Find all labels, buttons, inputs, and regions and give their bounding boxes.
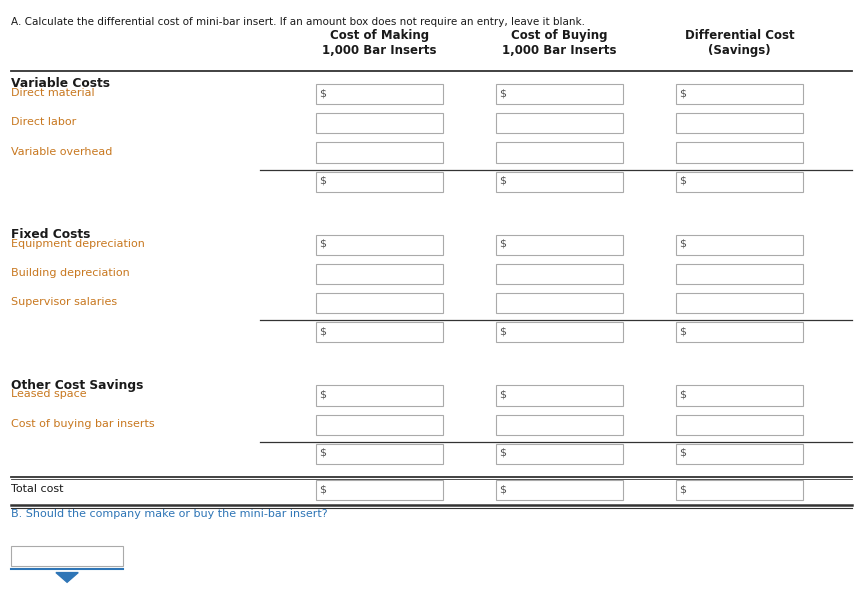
FancyBboxPatch shape <box>676 293 803 313</box>
Text: $: $ <box>679 176 686 186</box>
Text: Cost of Making: Cost of Making <box>330 29 429 42</box>
Text: A. Calculate the differential cost of mini-bar insert. If an amount box does not: A. Calculate the differential cost of mi… <box>11 17 585 27</box>
Text: $: $ <box>499 326 507 337</box>
FancyBboxPatch shape <box>676 322 803 342</box>
Text: Supervisor salaries: Supervisor salaries <box>11 297 117 307</box>
FancyBboxPatch shape <box>496 235 623 255</box>
FancyBboxPatch shape <box>676 235 803 255</box>
FancyBboxPatch shape <box>676 142 803 162</box>
FancyBboxPatch shape <box>316 172 443 192</box>
FancyBboxPatch shape <box>496 84 623 104</box>
FancyBboxPatch shape <box>316 235 443 255</box>
Text: Direct labor: Direct labor <box>11 117 77 128</box>
FancyBboxPatch shape <box>11 546 123 566</box>
FancyBboxPatch shape <box>496 414 623 435</box>
FancyBboxPatch shape <box>496 322 623 342</box>
Text: $: $ <box>319 176 326 186</box>
FancyBboxPatch shape <box>316 293 443 313</box>
Text: $: $ <box>679 88 686 98</box>
Text: $: $ <box>319 88 326 98</box>
Text: $: $ <box>319 239 326 249</box>
FancyBboxPatch shape <box>316 264 443 284</box>
Text: $: $ <box>499 239 507 249</box>
Text: Cost of buying bar inserts: Cost of buying bar inserts <box>11 419 155 428</box>
Text: $: $ <box>499 389 507 400</box>
Text: Fixed Costs: Fixed Costs <box>11 228 91 241</box>
Text: Variable overhead: Variable overhead <box>11 147 113 156</box>
Text: $: $ <box>499 176 507 186</box>
Text: Cost of Buying: Cost of Buying <box>511 29 608 42</box>
Text: $: $ <box>499 484 507 494</box>
FancyBboxPatch shape <box>316 480 443 500</box>
Text: $: $ <box>499 448 507 458</box>
Text: Equipment depreciation: Equipment depreciation <box>11 239 145 249</box>
FancyBboxPatch shape <box>676 480 803 500</box>
FancyBboxPatch shape <box>316 142 443 162</box>
FancyBboxPatch shape <box>676 386 803 406</box>
Text: 1,000 Bar Inserts: 1,000 Bar Inserts <box>502 45 616 58</box>
FancyBboxPatch shape <box>496 386 623 406</box>
Text: Direct material: Direct material <box>11 88 95 98</box>
FancyBboxPatch shape <box>496 444 623 464</box>
Text: $: $ <box>319 448 326 458</box>
FancyBboxPatch shape <box>316 84 443 104</box>
Text: Other Cost Savings: Other Cost Savings <box>11 379 144 392</box>
Text: $: $ <box>319 484 326 494</box>
Text: $: $ <box>679 484 686 494</box>
FancyBboxPatch shape <box>316 322 443 342</box>
FancyBboxPatch shape <box>496 264 623 284</box>
Text: 1,000 Bar Inserts: 1,000 Bar Inserts <box>322 45 437 58</box>
Text: Variable Costs: Variable Costs <box>11 77 110 91</box>
FancyBboxPatch shape <box>676 444 803 464</box>
FancyBboxPatch shape <box>676 172 803 192</box>
FancyBboxPatch shape <box>676 84 803 104</box>
Text: B. Should the company make or buy the mini-bar insert?: B. Should the company make or buy the mi… <box>11 509 328 519</box>
FancyBboxPatch shape <box>496 480 623 500</box>
Text: $: $ <box>679 448 686 458</box>
FancyBboxPatch shape <box>316 386 443 406</box>
FancyBboxPatch shape <box>676 113 803 134</box>
FancyBboxPatch shape <box>496 142 623 162</box>
Text: Leased space: Leased space <box>11 389 87 400</box>
FancyBboxPatch shape <box>496 172 623 192</box>
Text: $: $ <box>679 326 686 337</box>
Text: $: $ <box>679 389 686 400</box>
Text: (Savings): (Savings) <box>708 45 771 58</box>
Text: $: $ <box>319 389 326 400</box>
FancyBboxPatch shape <box>316 414 443 435</box>
Text: $: $ <box>319 326 326 337</box>
Text: $: $ <box>679 239 686 249</box>
Text: Differential Cost: Differential Cost <box>684 29 794 42</box>
FancyBboxPatch shape <box>676 414 803 435</box>
Text: Building depreciation: Building depreciation <box>11 268 130 278</box>
FancyBboxPatch shape <box>496 113 623 134</box>
FancyBboxPatch shape <box>496 293 623 313</box>
Polygon shape <box>56 573 79 582</box>
FancyBboxPatch shape <box>676 264 803 284</box>
Text: $: $ <box>499 88 507 98</box>
FancyBboxPatch shape <box>316 113 443 134</box>
Text: Total cost: Total cost <box>11 484 64 494</box>
FancyBboxPatch shape <box>316 444 443 464</box>
